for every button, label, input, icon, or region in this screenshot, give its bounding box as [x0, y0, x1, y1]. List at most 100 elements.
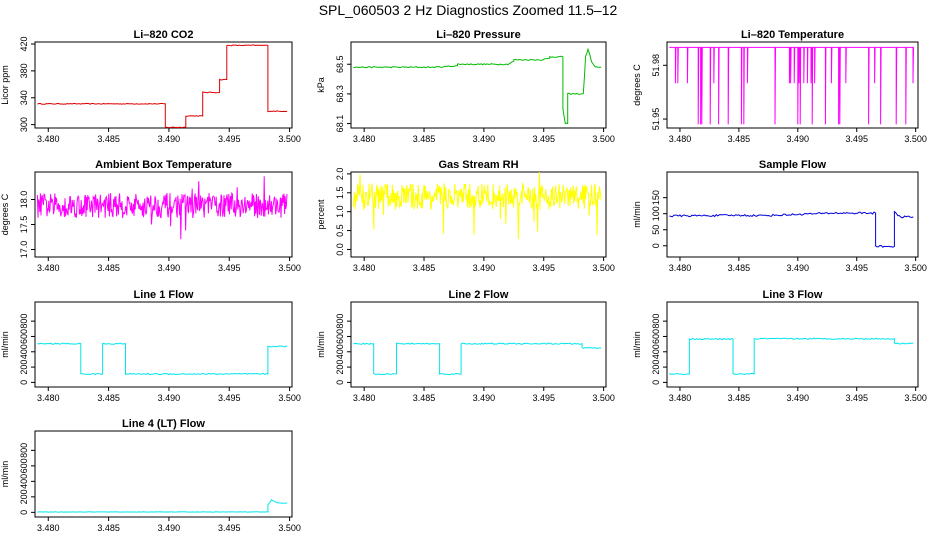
panel-5: Gas Stream RH percent 3.480 3.485 3.490 3.495…	[316, 159, 615, 273]
panel-8: Line 2 Flow ml/min 3.480 3.485 3.490 3.495 3.5…	[316, 289, 615, 403]
y-tick-label: 400	[651, 344, 661, 359]
y-axis-label: ml/min	[632, 201, 642, 228]
plot-frame	[34, 301, 293, 388]
series-line	[353, 47, 602, 125]
y-tick-label: 400	[335, 344, 345, 359]
y-tick-label: 17.0	[19, 241, 29, 259]
x-tick-label: 3.485	[728, 393, 751, 403]
y-tick-label: 200	[19, 360, 29, 375]
x-tick-label: 3.490	[158, 393, 181, 403]
x-tick-label: 3.485	[97, 393, 120, 403]
series-line	[37, 44, 288, 129]
y-tick-label: 51.98	[651, 54, 661, 77]
panel-title: Sample Flow	[759, 159, 827, 171]
series-line	[669, 211, 914, 248]
y-axis-label: Licor ppm	[0, 65, 10, 105]
y-axis-label: ml/min	[316, 331, 326, 358]
x-tick-label: 3.500	[904, 393, 927, 403]
panel-6: Sample Flow ml/min 3.480 3.485 3.490 3.495 3.5…	[632, 159, 927, 273]
panel-9: Line 3 Flow ml/min 3.480 3.485 3.490 3.495 3.5…	[632, 289, 927, 403]
x-tick-label: 3.500	[904, 134, 927, 144]
x-tick-label: 3.500	[904, 263, 927, 273]
plot-frame	[34, 430, 293, 518]
y-tick-label: 0	[651, 243, 661, 248]
x-tick-label: 3.500	[592, 134, 615, 144]
x-tick-label: 3.490	[787, 263, 810, 273]
y-tick-label: 51.95	[651, 108, 661, 131]
y-axis-label: degrees C	[0, 193, 10, 235]
plot-frame	[666, 171, 919, 258]
series-line	[36, 176, 288, 240]
y-tick-label: 0	[335, 380, 345, 385]
series-line	[37, 499, 288, 513]
x-tick-label: 3.490	[787, 393, 810, 403]
y-tick-label: 0	[651, 380, 661, 385]
x-tick-label: 3.480	[353, 134, 376, 144]
y-tick-label: 420	[19, 37, 29, 52]
y-tick-label: 800	[651, 314, 661, 329]
y-tick-label: 800	[19, 314, 29, 329]
x-tick-label: 3.500	[278, 523, 301, 533]
y-tick-label: 0	[19, 380, 29, 385]
x-tick-label: 3.490	[473, 263, 496, 273]
panel-title: Line 2 Flow	[449, 289, 509, 301]
panel-1: Li–820 CO2 Licor ppm 3.480 3.485 3.490 3.495 3…	[0, 29, 301, 144]
panel-title: Gas Stream RH	[438, 159, 518, 171]
panel-title: Line 4 (LT) Flow	[122, 418, 205, 430]
x-tick-label: 3.480	[353, 263, 376, 273]
y-axis-label: ml/min	[632, 331, 642, 358]
series-line	[352, 171, 602, 240]
x-tick-label: 3.495	[845, 134, 868, 144]
panel-7: Line 1 Flow ml/min 3.480 3.485 3.490 3.495 3.5…	[0, 289, 301, 403]
y-tick-label: 200	[651, 360, 661, 375]
y-tick-label: 0.0	[335, 243, 345, 256]
y-tick-label: 50	[651, 225, 661, 235]
panel-title: Line 1 Flow	[134, 289, 194, 301]
panel-10: Line 4 (LT) Flow ml/min 3.480 3.485 3.490 3.4…	[0, 418, 301, 533]
y-tick-label: 340	[19, 90, 29, 105]
x-tick-label: 3.495	[532, 263, 555, 273]
figure-title: SPL_060503 2 Hz Diagnostics Zoomed 11.5–…	[318, 2, 618, 18]
x-tick-label: 3.485	[728, 134, 751, 144]
x-tick-label: 3.485	[97, 263, 120, 273]
y-tick-label: 600	[335, 329, 345, 344]
y-tick-label: 800	[19, 443, 29, 458]
y-tick-label: 1.5	[335, 187, 345, 200]
x-tick-label: 3.480	[37, 134, 60, 144]
y-tick-label: 200	[335, 360, 345, 375]
y-tick-label: 0.5	[335, 224, 345, 237]
series-line	[37, 342, 288, 376]
plot-frame	[34, 171, 293, 258]
x-tick-label: 3.495	[218, 393, 241, 403]
y-tick-label: 600	[19, 458, 29, 473]
y-axis-label: ml/min	[0, 461, 10, 488]
plot-frame	[666, 41, 919, 129]
plot-frame	[350, 41, 607, 129]
y-tick-label: 1.0	[335, 205, 345, 218]
plot-frame	[666, 301, 919, 388]
x-tick-label: 3.495	[218, 134, 241, 144]
x-tick-label: 3.480	[669, 393, 692, 403]
y-axis-label: kPa	[316, 77, 326, 93]
x-tick-label: 3.490	[158, 263, 181, 273]
y-tick-label: 380	[19, 63, 29, 78]
y-tick-label: 600	[651, 329, 661, 344]
panel-title: Line 3 Flow	[763, 289, 823, 301]
y-tick-label: 68.5	[335, 55, 345, 73]
x-tick-label: 3.500	[278, 393, 301, 403]
x-tick-label: 3.495	[218, 263, 241, 273]
y-tick-label: 600	[19, 329, 29, 344]
y-axis-label: degrees C	[632, 64, 642, 106]
panel-title: Li–820 Pressure	[436, 29, 520, 41]
x-tick-label: 3.500	[278, 263, 301, 273]
y-tick-label: 0	[19, 510, 29, 515]
x-tick-label: 3.490	[473, 393, 496, 403]
plot-frame	[350, 171, 607, 258]
y-axis-label: ml/min	[0, 331, 10, 358]
x-tick-label: 3.480	[669, 263, 692, 273]
x-tick-label: 3.490	[473, 134, 496, 144]
y-tick-label: 300	[19, 117, 29, 132]
y-tick-label: 200	[19, 489, 29, 504]
plot-frame	[34, 41, 293, 129]
